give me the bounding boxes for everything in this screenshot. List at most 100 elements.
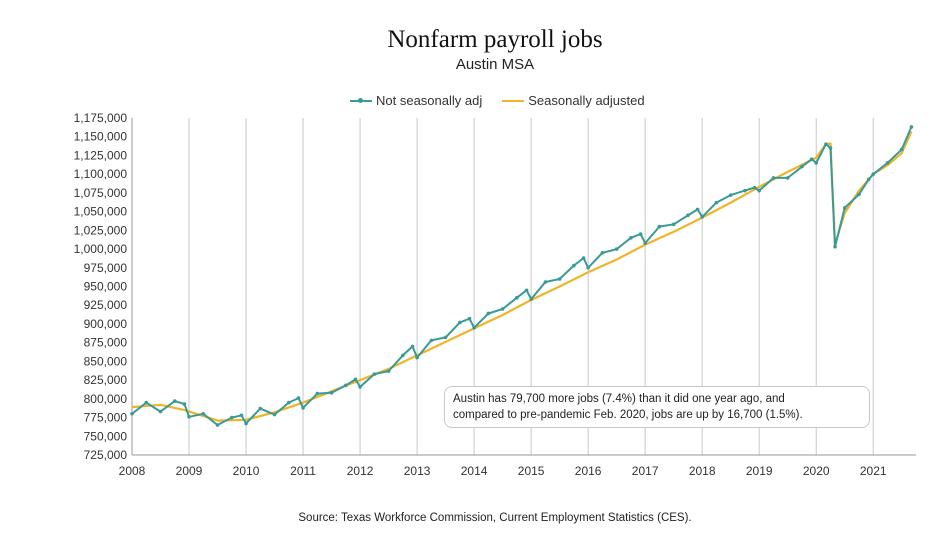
data-point	[743, 188, 747, 193]
data-point	[833, 245, 837, 249]
y-tick-label: 875,000	[84, 336, 128, 350]
data-point	[244, 421, 248, 426]
data-point	[643, 241, 647, 245]
data-point	[130, 412, 134, 416]
data-point	[287, 400, 291, 405]
data-point	[814, 161, 819, 165]
data-point	[899, 147, 904, 152]
annotation-callout: Austin has 79,700 more jobs (7.4%) than …	[444, 386, 870, 428]
data-point	[771, 176, 776, 180]
data-point	[315, 391, 320, 396]
data-point	[909, 125, 914, 129]
x-tick-label: 2020	[803, 464, 830, 478]
data-point	[657, 224, 662, 229]
y-tick-label: 1,175,000	[74, 111, 128, 125]
x-tick-label: 2016	[575, 464, 602, 478]
y-tick-label: 825,000	[84, 373, 128, 387]
y-tick-label: 850,000	[84, 354, 128, 368]
data-point	[486, 311, 491, 316]
y-tick-label: 950,000	[84, 280, 128, 294]
legend-label: Seasonally adjusted	[528, 93, 645, 108]
series-line-not-seasonally-adj	[131, 126, 913, 426]
data-point	[728, 193, 733, 197]
annotation-line: compared to pre-pandemic Feb. 2020, jobs…	[453, 409, 803, 421]
y-tick-label: 1,000,000	[74, 242, 128, 256]
data-point	[757, 188, 761, 193]
y-tick-label: 775,000	[84, 411, 128, 425]
x-tick-label: 2019	[746, 464, 773, 478]
x-tick-label: 2015	[518, 464, 545, 478]
data-point	[182, 402, 187, 406]
data-point	[187, 415, 191, 419]
data-point	[700, 215, 704, 219]
data-point	[638, 232, 643, 236]
legend-label: Not seasonally adj	[376, 93, 483, 108]
data-point	[600, 251, 605, 255]
data-point	[296, 396, 301, 400]
data-point	[158, 409, 163, 414]
data-point	[871, 172, 876, 176]
chart-title: Nonfarm payroll jobs	[387, 26, 603, 53]
source-note: Source: Texas Workforce Commission, Curr…	[298, 512, 692, 524]
data-point	[752, 185, 757, 190]
data-point	[857, 192, 861, 197]
y-tick-label: 900,000	[84, 317, 128, 331]
data-point	[467, 316, 472, 321]
x-tick-label: 2017	[632, 464, 659, 478]
y-tick-label: 925,000	[84, 298, 128, 312]
x-tick-label: 2018	[689, 464, 716, 478]
x-tick-label: 2008	[119, 464, 146, 478]
series-line-seasonally-adjusted	[131, 131, 913, 422]
data-point	[809, 157, 814, 161]
data-point	[629, 236, 633, 240]
data-point	[695, 207, 700, 212]
data-point	[515, 295, 519, 300]
data-point	[344, 383, 348, 388]
data-point	[215, 423, 220, 427]
data-point	[401, 353, 405, 358]
x-tick-label: 2013	[404, 464, 431, 478]
data-point	[229, 415, 234, 420]
data-point	[586, 265, 590, 270]
data-point	[172, 399, 177, 403]
data-point	[866, 177, 871, 182]
data-point	[386, 369, 391, 373]
data-point	[885, 161, 890, 165]
legend: Not seasonally adj Seasonally adjusted	[350, 93, 645, 108]
data-point	[372, 372, 377, 376]
data-point	[543, 280, 548, 284]
x-tick-label: 2014	[461, 464, 488, 478]
y-tick-label: 725,000	[84, 448, 128, 462]
data-point	[272, 412, 277, 417]
legend-item-not-seasonally-adj: Not seasonally adj	[350, 93, 482, 108]
data-point	[358, 385, 362, 389]
data-point	[828, 146, 833, 150]
x-tick-label: 2011	[290, 464, 316, 478]
data-point	[201, 412, 206, 416]
annotation-line: Austin has 79,700 more jobs (7.4%) than …	[453, 393, 785, 405]
data-point	[458, 320, 462, 325]
data-point	[500, 307, 505, 311]
y-tick-label: 975,000	[84, 261, 128, 275]
data-point	[842, 206, 847, 210]
y-tick-label: 750,000	[84, 429, 128, 443]
data-point	[301, 406, 305, 410]
x-tick-label: 2010	[233, 464, 260, 478]
data-point	[557, 277, 562, 281]
y-tick-label: 1,125,000	[74, 148, 128, 162]
data-point	[410, 344, 415, 349]
y-tick-label: 1,100,000	[74, 167, 128, 181]
data-point	[472, 325, 476, 330]
data-point	[524, 288, 529, 293]
y-tick-label: 1,075,000	[74, 186, 128, 200]
x-tick-label: 2009	[176, 464, 203, 478]
legend-item-seasonally-adjusted: Seasonally adjusted	[502, 93, 645, 108]
data-point	[529, 297, 533, 302]
data-point	[429, 338, 434, 343]
data-point	[329, 391, 334, 395]
data-point	[581, 256, 586, 260]
data-point	[686, 213, 690, 218]
data-point	[258, 406, 263, 411]
data-point	[144, 400, 149, 405]
